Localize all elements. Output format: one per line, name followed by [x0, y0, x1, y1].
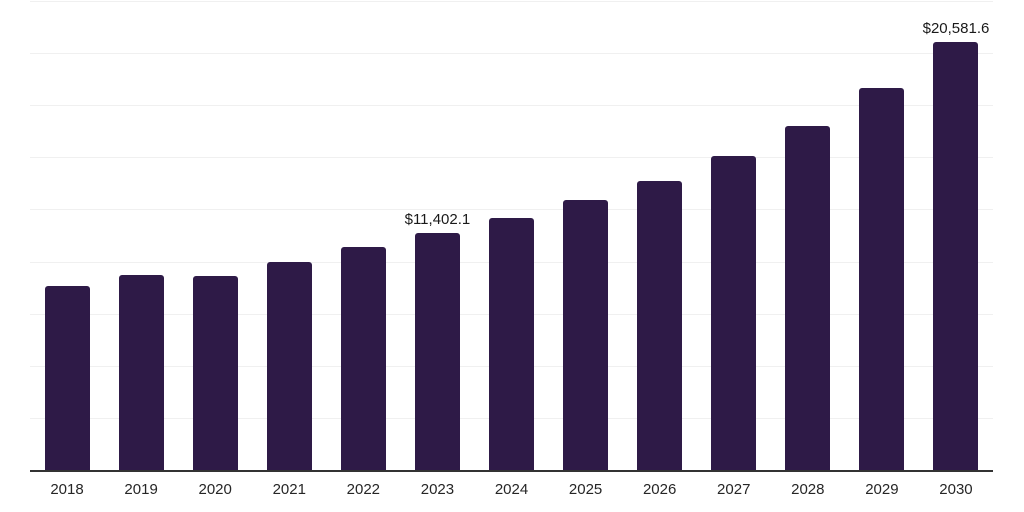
- bars-row: $11,402.1 $20,581.6: [30, 2, 993, 471]
- bar: [266, 261, 312, 471]
- bar: [118, 275, 164, 471]
- x-tick-label: 2026: [642, 481, 677, 498]
- x-tick-label: 2027: [717, 481, 751, 498]
- gridline: [30, 53, 993, 55]
- gridline: [30, 209, 993, 211]
- x-tick-label: 2019: [124, 481, 158, 498]
- bar: [44, 285, 90, 471]
- x-tick-label: 2018: [50, 481, 84, 498]
- x-tick-label: 2025: [568, 481, 603, 498]
- x-tick-label: 2030: [939, 481, 973, 498]
- x-tick-label: 2024: [494, 481, 529, 498]
- bar-group-2018: [30, 2, 104, 471]
- gridline: [30, 1, 993, 2]
- bar: [489, 218, 534, 471]
- bar-group-2025: [549, 2, 623, 471]
- x-axis-line: [30, 470, 993, 472]
- x-tick-label: 2029: [865, 481, 899, 498]
- bar: [859, 87, 905, 471]
- bar: [414, 233, 460, 471]
- bar-group-2022: [326, 2, 400, 471]
- bar: [933, 42, 979, 471]
- x-tick-label: 2022: [346, 481, 381, 498]
- bar-group-2023: $11,402.1: [400, 2, 474, 471]
- bar-group-2021: [252, 2, 326, 471]
- x-tick-label: 2028: [791, 481, 825, 498]
- bar: [340, 247, 386, 471]
- gridline: [30, 105, 993, 107]
- bar-value-label: $11,402.1: [404, 211, 471, 229]
- bar-group-2027: [697, 2, 771, 471]
- bar-group-2026: [623, 2, 697, 471]
- bar: [711, 156, 757, 471]
- x-axis-tick-labels: 2018 2019 2020 2021 2022 2023 2024 2025 2026 2027…: [30, 481, 993, 498]
- bar: [192, 276, 238, 471]
- gridline: [30, 157, 993, 159]
- bar-group-2024: [474, 2, 548, 471]
- bar-group-2020: [178, 2, 252, 471]
- plot-area: $11,402.1 $20,581.6: [30, 1, 993, 471]
- bar: [637, 181, 683, 471]
- x-tick-label: 2021: [272, 481, 306, 498]
- bar-group-2028: [771, 2, 845, 471]
- x-tick-label: 2020: [198, 481, 232, 498]
- bar-group-2019: [104, 2, 178, 471]
- bar-group-2030: $20,581.6: [919, 2, 993, 471]
- bar-group-2029: [845, 2, 919, 471]
- bar: [785, 125, 831, 471]
- bar-value-label: $20,581.6: [922, 20, 990, 37]
- bar: [563, 200, 609, 471]
- x-tick-label: 2023: [420, 481, 455, 498]
